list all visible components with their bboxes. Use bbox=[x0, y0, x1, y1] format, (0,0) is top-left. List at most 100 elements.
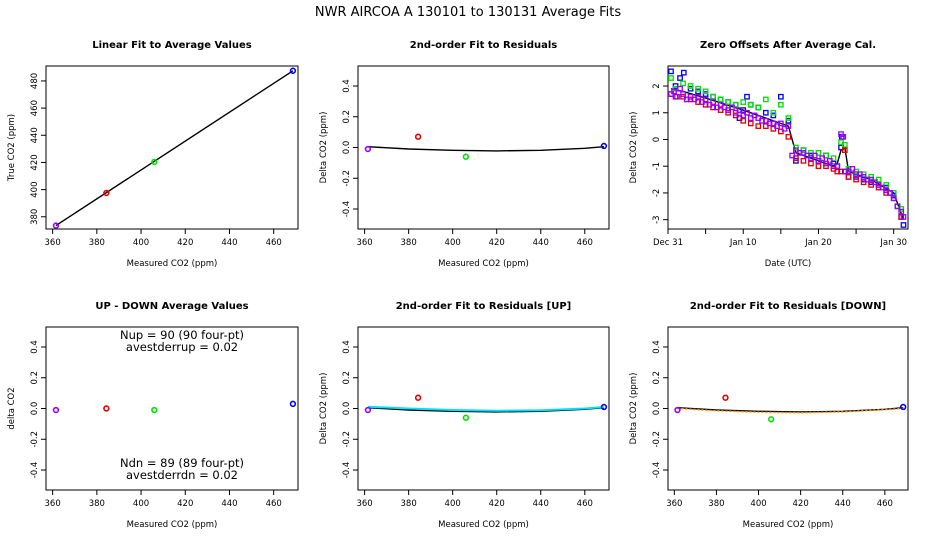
fit-line bbox=[677, 407, 904, 413]
data-point bbox=[785, 123, 792, 129]
data-point bbox=[680, 69, 687, 76]
data-point bbox=[744, 109, 750, 116]
x-tick-label: 420 bbox=[793, 499, 809, 509]
data-point bbox=[744, 93, 750, 100]
data-point bbox=[845, 174, 852, 180]
data-point bbox=[740, 99, 747, 105]
x-tick-label: 460 bbox=[577, 238, 593, 248]
data-point bbox=[695, 93, 701, 100]
panel-residuals-down: 2nd-order Fit to Residuals [DOWN] 360 380 4… bbox=[629, 301, 909, 530]
data-point bbox=[845, 174, 852, 180]
data-point bbox=[815, 163, 822, 170]
data-point bbox=[717, 96, 724, 103]
fit-line bbox=[670, 88, 905, 220]
y-tick-label: 1 bbox=[652, 110, 662, 115]
x-tick-label: 400 bbox=[445, 499, 461, 509]
y-tick-label: 0.4 bbox=[30, 340, 40, 354]
data-point bbox=[841, 147, 848, 154]
x-tick-label: 360 bbox=[45, 499, 61, 509]
data-point bbox=[103, 405, 110, 412]
data-point bbox=[364, 145, 372, 153]
data-point bbox=[755, 123, 762, 129]
x-tick-label: 360 bbox=[356, 238, 372, 248]
data-point bbox=[668, 75, 674, 81]
y-tick-label: -0.4 bbox=[30, 462, 40, 479]
x-tick-label: Jan 10 bbox=[729, 238, 757, 248]
data-point bbox=[695, 85, 701, 92]
y-tick-label: 0 bbox=[652, 137, 662, 142]
data-point bbox=[747, 101, 754, 108]
data-point bbox=[898, 208, 905, 215]
chart-title: 2nd-order Fit to Residuals [UP] bbox=[396, 301, 572, 312]
data-point bbox=[710, 99, 716, 105]
x-tick-label: Jan 20 bbox=[804, 238, 832, 248]
x-tick-label: 440 bbox=[533, 499, 549, 509]
x-axis-label: Measured CO2 (ppm) bbox=[743, 520, 834, 530]
x-tick-label: 460 bbox=[266, 499, 282, 509]
data-point bbox=[414, 133, 422, 140]
y-axis-label: Delta CO2 (ppm) bbox=[629, 373, 639, 445]
data-point bbox=[52, 406, 60, 414]
y-axis-label: Delta CO2 (ppm) bbox=[319, 373, 329, 445]
y-tick-label: 0.2 bbox=[30, 371, 40, 385]
data-point bbox=[729, 104, 735, 111]
data-point bbox=[747, 101, 754, 108]
data-point bbox=[364, 406, 372, 414]
x-tick-label: 360 bbox=[356, 499, 372, 509]
x-tick-label: 380 bbox=[89, 499, 105, 509]
data-point bbox=[811, 152, 818, 159]
y-axis-label: delta CO2 bbox=[7, 387, 17, 429]
data-point bbox=[890, 195, 897, 202]
y-tick-label: 0.0 bbox=[342, 141, 352, 155]
data-point bbox=[702, 88, 709, 95]
data-point bbox=[680, 80, 686, 87]
data-point bbox=[800, 158, 807, 164]
data-point bbox=[687, 83, 694, 89]
x-tick-label: 460 bbox=[877, 499, 893, 509]
plot-frame bbox=[45, 65, 299, 230]
y-tick-label: 440 bbox=[30, 127, 40, 143]
x-axis-label: Measured CO2 (ppm) bbox=[127, 520, 218, 530]
plot-frame bbox=[667, 326, 909, 491]
data-point bbox=[677, 85, 683, 92]
x-tick-label: 420 bbox=[177, 499, 193, 509]
data-point bbox=[887, 190, 893, 196]
fit-line bbox=[367, 146, 604, 152]
data-point bbox=[755, 104, 762, 111]
y-tick-label: 480 bbox=[30, 73, 40, 89]
x-tick-label: 440 bbox=[533, 238, 549, 248]
data-point bbox=[289, 400, 297, 408]
x-tick-label: 420 bbox=[489, 499, 505, 509]
data-point bbox=[894, 203, 901, 210]
data-point bbox=[770, 109, 777, 116]
y-tick-label: 420 bbox=[30, 154, 40, 170]
data-point bbox=[710, 93, 716, 100]
x-tick-label: 440 bbox=[221, 499, 237, 509]
x-tick-label: 440 bbox=[221, 238, 237, 248]
y-tick-label: 0.4 bbox=[652, 340, 662, 354]
y-axis-label: True CO2 (ppm) bbox=[7, 114, 17, 182]
x-tick-label: 360 bbox=[666, 499, 682, 509]
y-tick-label: -2 bbox=[652, 189, 662, 197]
y-tick-label: -0.4 bbox=[342, 462, 352, 479]
chart-title: Zero Offsets After Average Cal. bbox=[700, 40, 876, 51]
x-tick-label: 380 bbox=[708, 499, 724, 509]
panel-linear-fit: Linear Fit to Average Values 360 380 400 420… bbox=[7, 40, 299, 269]
data-point bbox=[762, 109, 769, 116]
data-point bbox=[849, 166, 856, 172]
data-point bbox=[672, 93, 679, 100]
y-tick-label: 0.2 bbox=[342, 371, 352, 385]
x-tick-label: 440 bbox=[835, 499, 851, 509]
x-tick-label: 380 bbox=[89, 238, 105, 248]
data-point bbox=[710, 93, 716, 100]
y-tick-label: -0.4 bbox=[652, 462, 662, 479]
x-tick-label: Jan 30 bbox=[879, 238, 907, 248]
annotation-text: avestderrup = 0.02 bbox=[126, 340, 238, 354]
data-point bbox=[899, 403, 907, 411]
data-point bbox=[462, 414, 470, 421]
data-point bbox=[462, 153, 470, 160]
data-point bbox=[826, 158, 833, 164]
figure-title: NWR AIRCOA A 130101 to 130131 Average Fi… bbox=[315, 5, 621, 20]
data-point bbox=[736, 107, 743, 113]
